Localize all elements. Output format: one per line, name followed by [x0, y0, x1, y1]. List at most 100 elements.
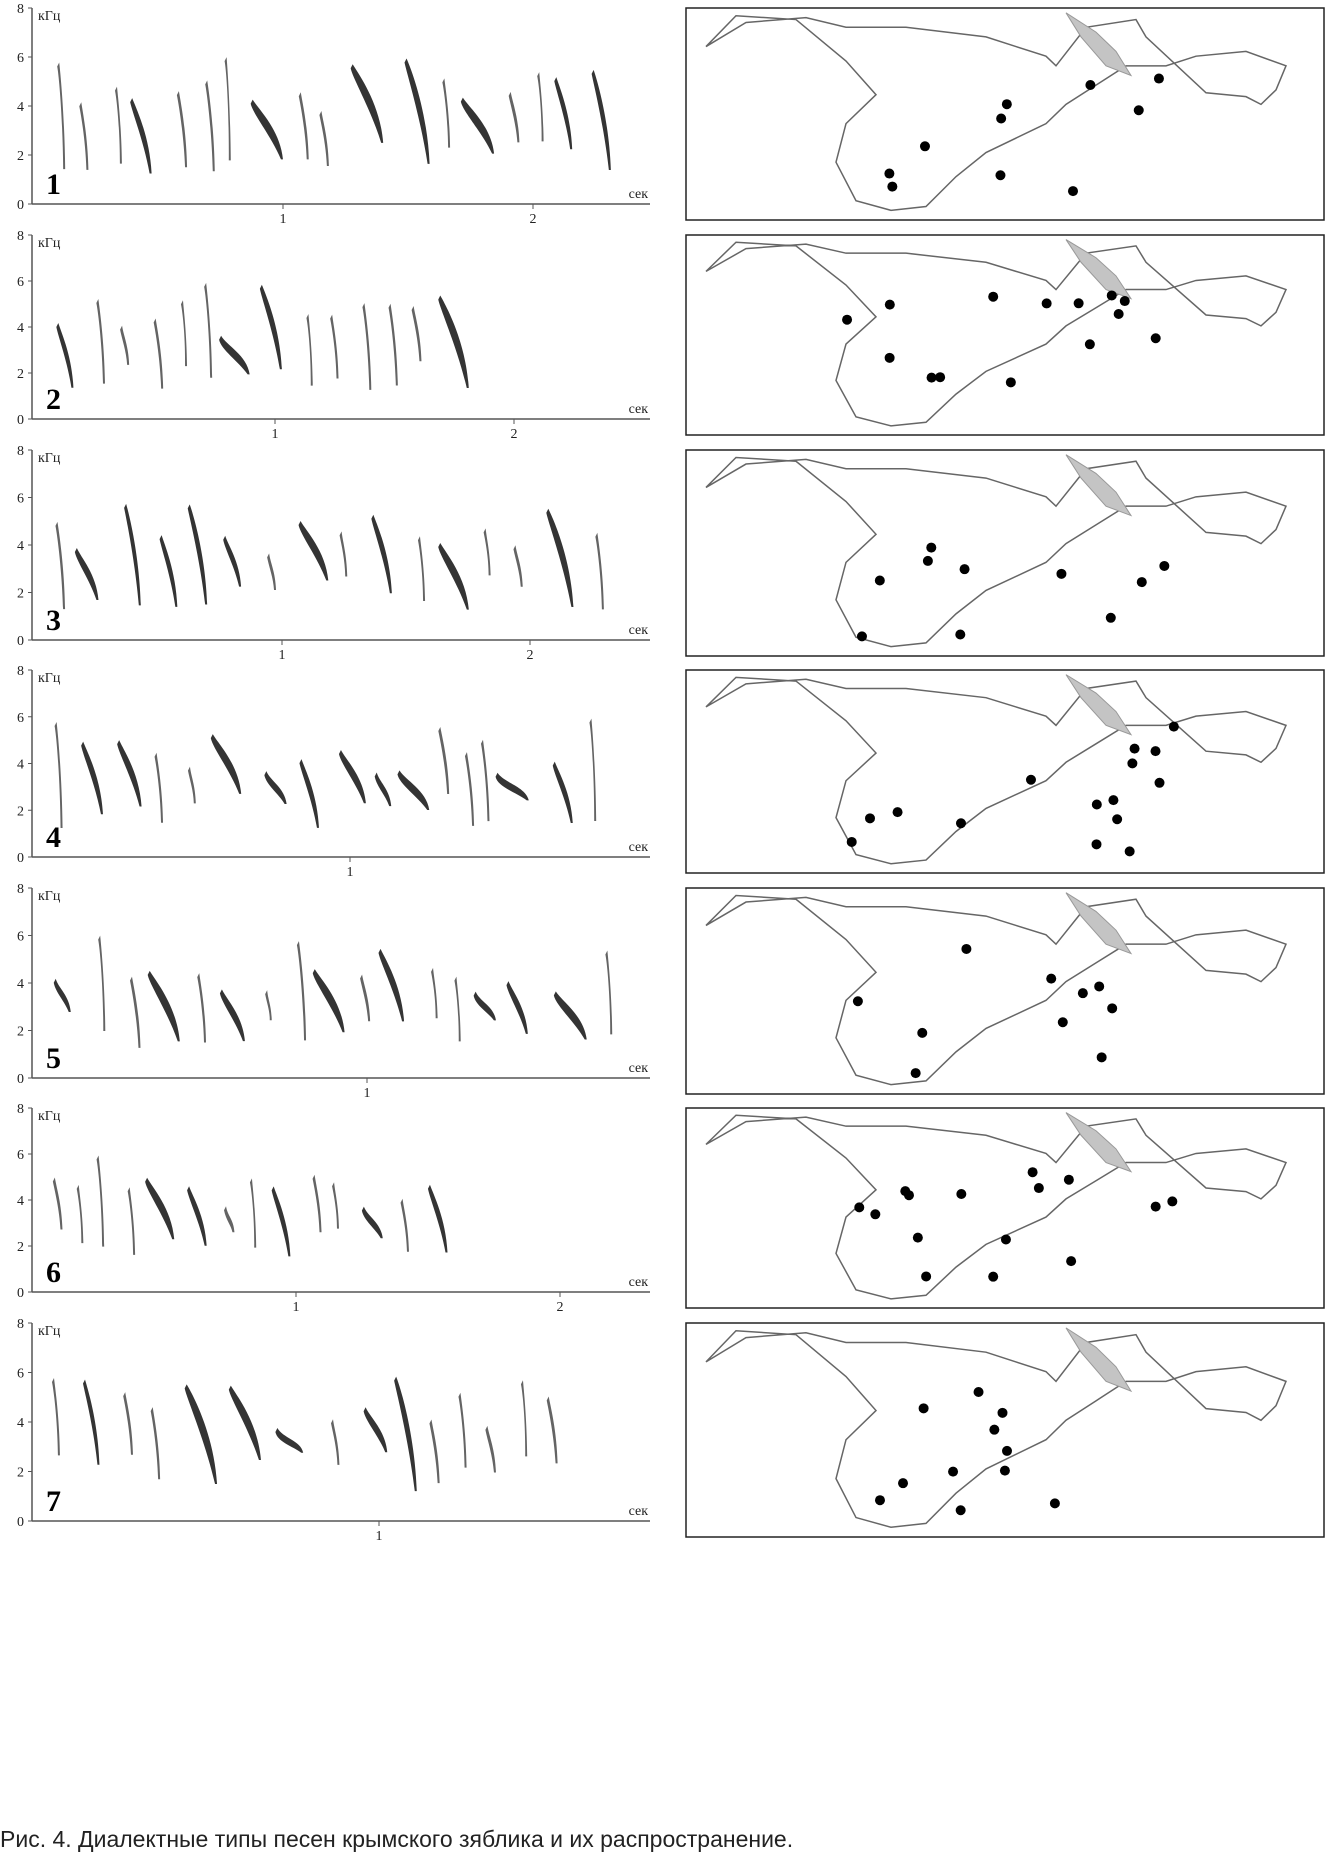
syllable: [51, 1377, 60, 1456]
y-tick-label: 8: [17, 1102, 24, 1117]
location-dot: [1033, 1183, 1044, 1194]
location-dot: [1133, 105, 1144, 116]
syllable: [513, 545, 523, 587]
spectrogram: 0 2 4 6 8 кГц 1 2 сек 1: [17, 2, 650, 227]
syllable: [438, 542, 469, 610]
location-dot: [1001, 99, 1012, 110]
y-unit-label: кГц: [38, 671, 61, 686]
syllable: [145, 1177, 175, 1240]
location-dot: [846, 836, 857, 847]
shaded-area: [1065, 454, 1133, 517]
syllable: [159, 535, 178, 607]
location-dot: [959, 564, 970, 575]
y-tick-label: 2: [17, 1025, 24, 1040]
location-dot: [1119, 296, 1130, 307]
y-tick-label: 0: [17, 1286, 24, 1301]
x-tick-label: 2: [530, 212, 537, 227]
syllable: [197, 973, 207, 1043]
shaded-area: [1065, 12, 1133, 77]
location-dot: [1136, 577, 1147, 588]
shaded-area: [1065, 674, 1133, 736]
location-dot: [1153, 73, 1164, 84]
syllable: [120, 325, 130, 365]
location-dot: [884, 168, 895, 179]
y-tick-label: 6: [17, 711, 24, 726]
location-dot: [996, 113, 1007, 124]
location-dot: [1005, 377, 1016, 388]
y-tick-label: 0: [17, 1515, 24, 1530]
syllable: [605, 950, 613, 1035]
y-tick-label: 6: [17, 51, 24, 66]
y-tick-label: 6: [17, 492, 24, 507]
location-dot: [1046, 973, 1057, 984]
y-tick-label: 4: [17, 758, 24, 773]
syllable: [150, 1407, 161, 1480]
syllable: [361, 1206, 383, 1239]
syllable: [454, 976, 461, 1042]
syllable: [130, 98, 152, 174]
y-unit-label: кГц: [38, 9, 61, 24]
peninsula-outline: [705, 676, 1288, 865]
panel-7: 0 2 4 6 8 кГц 1 сек 7: [17, 1317, 1325, 1544]
song-syllables: [56, 282, 469, 390]
shaded-area: [1065, 1112, 1133, 1173]
syllable: [339, 531, 348, 577]
song-syllables: [57, 57, 611, 174]
syllable: [483, 528, 491, 576]
syllable: [520, 1380, 528, 1457]
y-unit-label: кГц: [38, 451, 61, 466]
location-dot: [926, 542, 937, 553]
y-tick-label: 4: [17, 977, 24, 992]
location-dot: [955, 818, 966, 829]
y-unit-label: кГц: [38, 236, 61, 251]
location-dot: [1129, 743, 1140, 754]
syllable: [485, 1425, 496, 1473]
x-tick-label: 1: [347, 865, 354, 880]
panel-number: 1: [46, 168, 61, 201]
map-frame: [685, 449, 1325, 657]
y-tick-label: 6: [17, 930, 24, 945]
syllable: [506, 981, 528, 1034]
syllable: [124, 503, 141, 606]
syllable: [205, 80, 215, 172]
x-unit-label: сек: [629, 623, 649, 638]
syllable: [298, 520, 329, 581]
y-tick-label: 4: [17, 539, 24, 554]
spectrogram: 0 2 4 6 8 кГц 1 2 сек 3: [17, 444, 650, 663]
location-dot: [995, 170, 1006, 181]
x-tick-label: 1: [293, 1300, 300, 1315]
location-dot: [988, 291, 999, 302]
y-unit-label: кГц: [38, 1324, 61, 1339]
location-dot: [1106, 290, 1117, 301]
spectrogram: 0 2 4 6 8 кГц 1 2 сек 6: [17, 1102, 650, 1315]
syllable: [96, 299, 105, 384]
location-dot: [921, 1271, 932, 1282]
syllable: [554, 77, 573, 150]
location-dot: [1063, 1174, 1074, 1185]
y-tick-label: 2: [17, 149, 24, 164]
location-dot: [1105, 612, 1116, 623]
y-unit-label: кГц: [38, 889, 61, 904]
location-dot: [922, 555, 933, 566]
y-tick-label: 8: [17, 2, 24, 17]
location-dot: [961, 943, 972, 954]
syllable: [76, 1184, 84, 1244]
location-dot: [1073, 298, 1084, 309]
syllable: [319, 110, 329, 166]
spectrogram: 0 2 4 6 8 кГц 1 сек 7: [17, 1317, 650, 1544]
x-tick-label: 2: [557, 1300, 564, 1315]
syllable: [438, 295, 469, 388]
location-dot: [1113, 309, 1124, 320]
figure-caption: Рис. 4. Диалектные типы песен крымского …: [0, 1826, 794, 1852]
location-dot: [898, 1478, 909, 1489]
distribution-map: [685, 7, 1325, 221]
syllable: [81, 741, 103, 815]
syllable: [431, 967, 438, 1019]
location-dot: [997, 1407, 1008, 1418]
peninsula-outline: [705, 456, 1288, 648]
location-dot: [1000, 1234, 1011, 1245]
peninsula-outline: [705, 894, 1288, 1086]
syllable: [495, 772, 529, 801]
y-tick-label: 8: [17, 444, 24, 459]
